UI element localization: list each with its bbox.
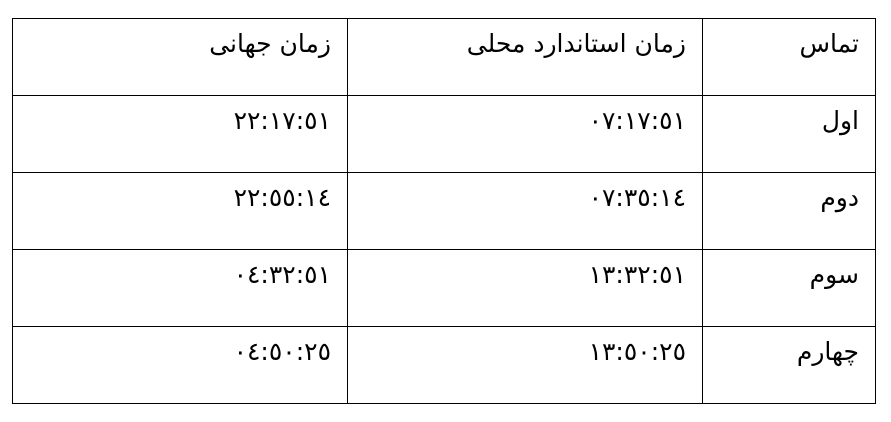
utc-time: ٢٢:٥٥:١٤	[233, 183, 331, 212]
utc-cell: ٠٤:٥٠:٢٥	[12, 326, 348, 404]
header-utc: زمان جهانی	[12, 18, 348, 96]
local-time: ١٣:٣٢:٥١	[588, 260, 686, 289]
contact-cell: چهارم	[702, 326, 876, 404]
local-time-cell: ٠٧:٣٥:١٤	[347, 172, 703, 250]
contact-cell: دوم	[702, 172, 876, 250]
local-time-cell: ١٣:٣٢:٥١	[347, 249, 703, 327]
utc-cell: ٢٢:١٧:٥١	[12, 95, 348, 173]
header-local-time: زمان استاندارد محلی	[347, 18, 703, 96]
header-contact: تماس	[702, 18, 876, 96]
local-time-cell: ١٣:٥٠:٢٥	[347, 326, 703, 404]
table-row: دوم ٠٧:٣٥:١٤ ٢٢:٥٥:١٤	[12, 172, 876, 250]
contact-cell: اول	[702, 95, 876, 173]
utc-time: ٢٢:١٧:٥١	[233, 106, 331, 135]
utc-cell: ٠٤:٣٢:٥١	[12, 249, 348, 327]
utc-time: ٠٤:٥٠:٢٥	[233, 337, 331, 366]
utc-time: ٠٤:٣٢:٥١	[233, 260, 331, 289]
contact-cell: سوم	[702, 249, 876, 327]
local-time: ٠٧:١٧:٥١	[588, 106, 686, 135]
local-time: ١٣:٥٠:٢٥	[588, 337, 686, 366]
table-row: اول ٠٧:١٧:٥١ ٢٢:١٧:٥١	[12, 95, 876, 173]
table-row: سوم ١٣:٣٢:٥١ ٠٤:٣٢:٥١	[12, 249, 876, 327]
local-time-cell: ٠٧:١٧:٥١	[347, 95, 703, 173]
table-row: چهارم ١٣:٥٠:٢٥ ٠٤:٥٠:٢٥	[12, 326, 876, 404]
contact-times-table: تماس زمان استاندارد محلی زمان جهانی اول …	[12, 18, 876, 404]
local-time: ٠٧:٣٥:١٤	[588, 183, 686, 212]
header-row: تماس زمان استاندارد محلی زمان جهانی	[12, 18, 876, 96]
utc-cell: ٢٢:٥٥:١٤	[12, 172, 348, 250]
